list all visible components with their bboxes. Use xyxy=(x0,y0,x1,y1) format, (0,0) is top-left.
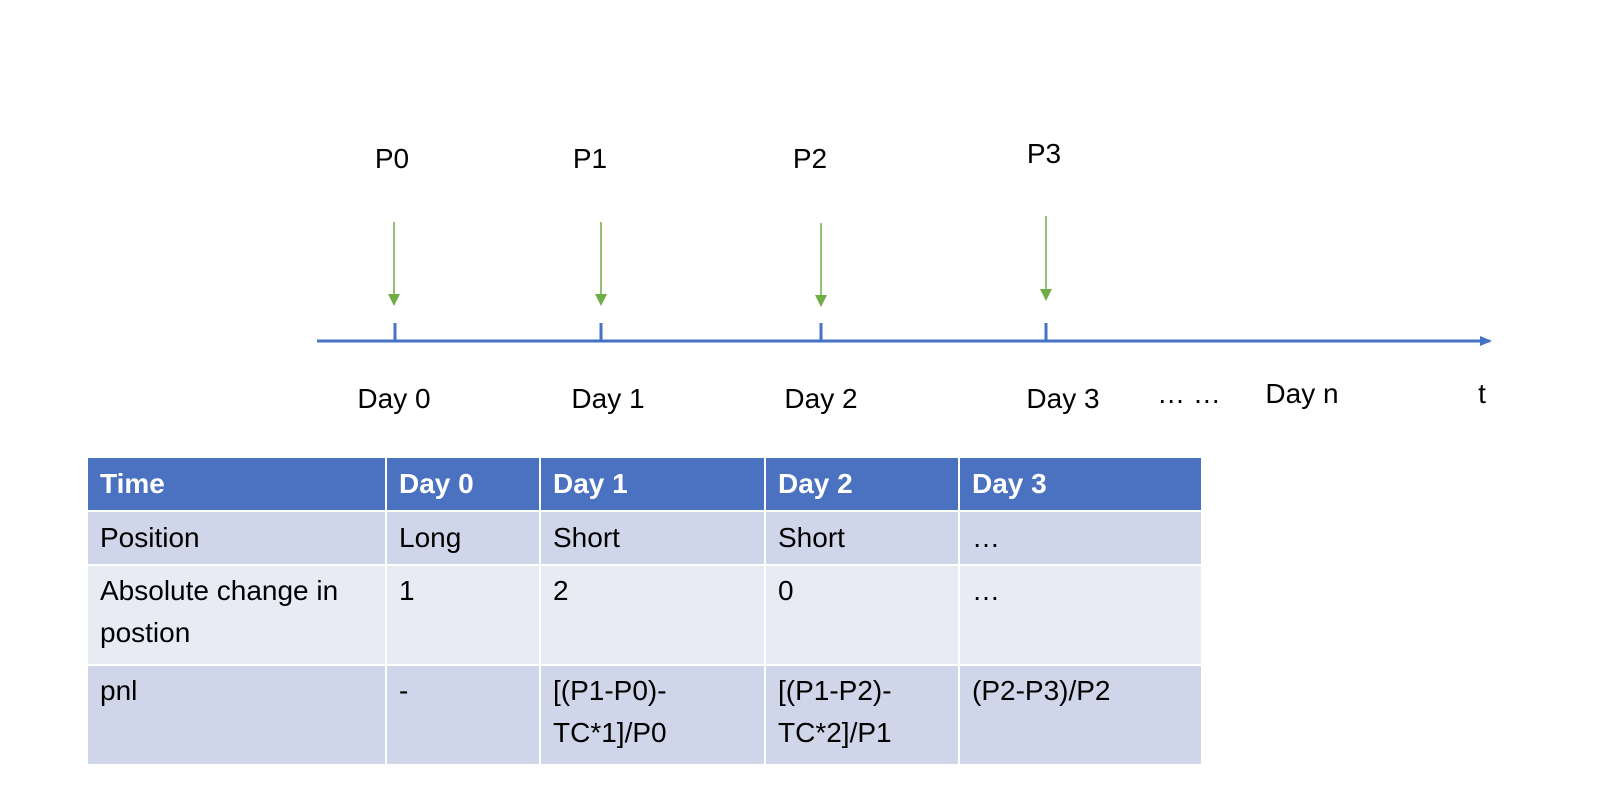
price-arrow-p3 xyxy=(1040,216,1052,301)
price-arrow-p1 xyxy=(595,222,607,306)
header-day-3: Day 3 xyxy=(958,456,1203,512)
price-label-p0: P0 xyxy=(375,143,409,174)
position-pnl-table: Time Day 0 Day 1 Day 2 Day 3 Position Lo… xyxy=(86,456,1203,766)
table-cell: Short xyxy=(764,510,960,566)
table-row-absolute-change: Absolute change in postion 1 2 0 … xyxy=(86,564,1203,666)
table-cell: pnl xyxy=(86,664,387,766)
header-day-1: Day 1 xyxy=(539,456,766,512)
table-cell: Position xyxy=(86,510,387,566)
table-cell: Short xyxy=(539,510,766,566)
table-cell: Long xyxy=(385,510,541,566)
day-label-1: Day 1 xyxy=(571,383,644,414)
day-label-0: Day 0 xyxy=(357,383,430,414)
price-arrow-p0 xyxy=(388,222,400,306)
table-cell: (P2-P3)/P2 xyxy=(958,664,1203,766)
day-label-2: Day 2 xyxy=(784,383,857,414)
header-day-0: Day 0 xyxy=(385,456,541,512)
day-label-3: Day 3 xyxy=(1026,383,1099,414)
table-cell: 0 xyxy=(764,564,960,666)
timeline-diagram: P0 P1 P2 P3 Day 0 Day 1 Day 2 Day 3 … … … xyxy=(317,138,1492,414)
table-cell: … xyxy=(958,564,1203,666)
price-label-p2: P2 xyxy=(793,143,827,174)
table-header-row: Time Day 0 Day 1 Day 2 Day 3 xyxy=(86,456,1203,512)
table-cell: [(P1-P2)-TC*2]/P1 xyxy=(764,664,960,766)
table-cell: 2 xyxy=(539,564,766,666)
price-label-p1: P1 xyxy=(573,143,607,174)
price-label-p3: P3 xyxy=(1027,138,1061,169)
table-row-position: Position Long Short Short … xyxy=(86,510,1203,566)
table-cell: - xyxy=(385,664,541,766)
table-cell: … xyxy=(958,510,1203,566)
axis-label-t: t xyxy=(1478,378,1486,409)
price-arrow-p2 xyxy=(815,223,827,307)
table-cell: [(P1-P0)-TC*1]/P0 xyxy=(539,664,766,766)
table-cell: 1 xyxy=(385,564,541,666)
day-label-n: Day n xyxy=(1265,378,1338,409)
header-time: Time xyxy=(86,456,387,512)
ellipsis-label: … … xyxy=(1157,378,1221,409)
table-row-pnl: pnl - [(P1-P0)-TC*1]/P0 [(P1-P2)-TC*2]/P… xyxy=(86,664,1203,766)
table-cell: Absolute change in postion xyxy=(86,564,387,666)
header-day-2: Day 2 xyxy=(764,456,960,512)
